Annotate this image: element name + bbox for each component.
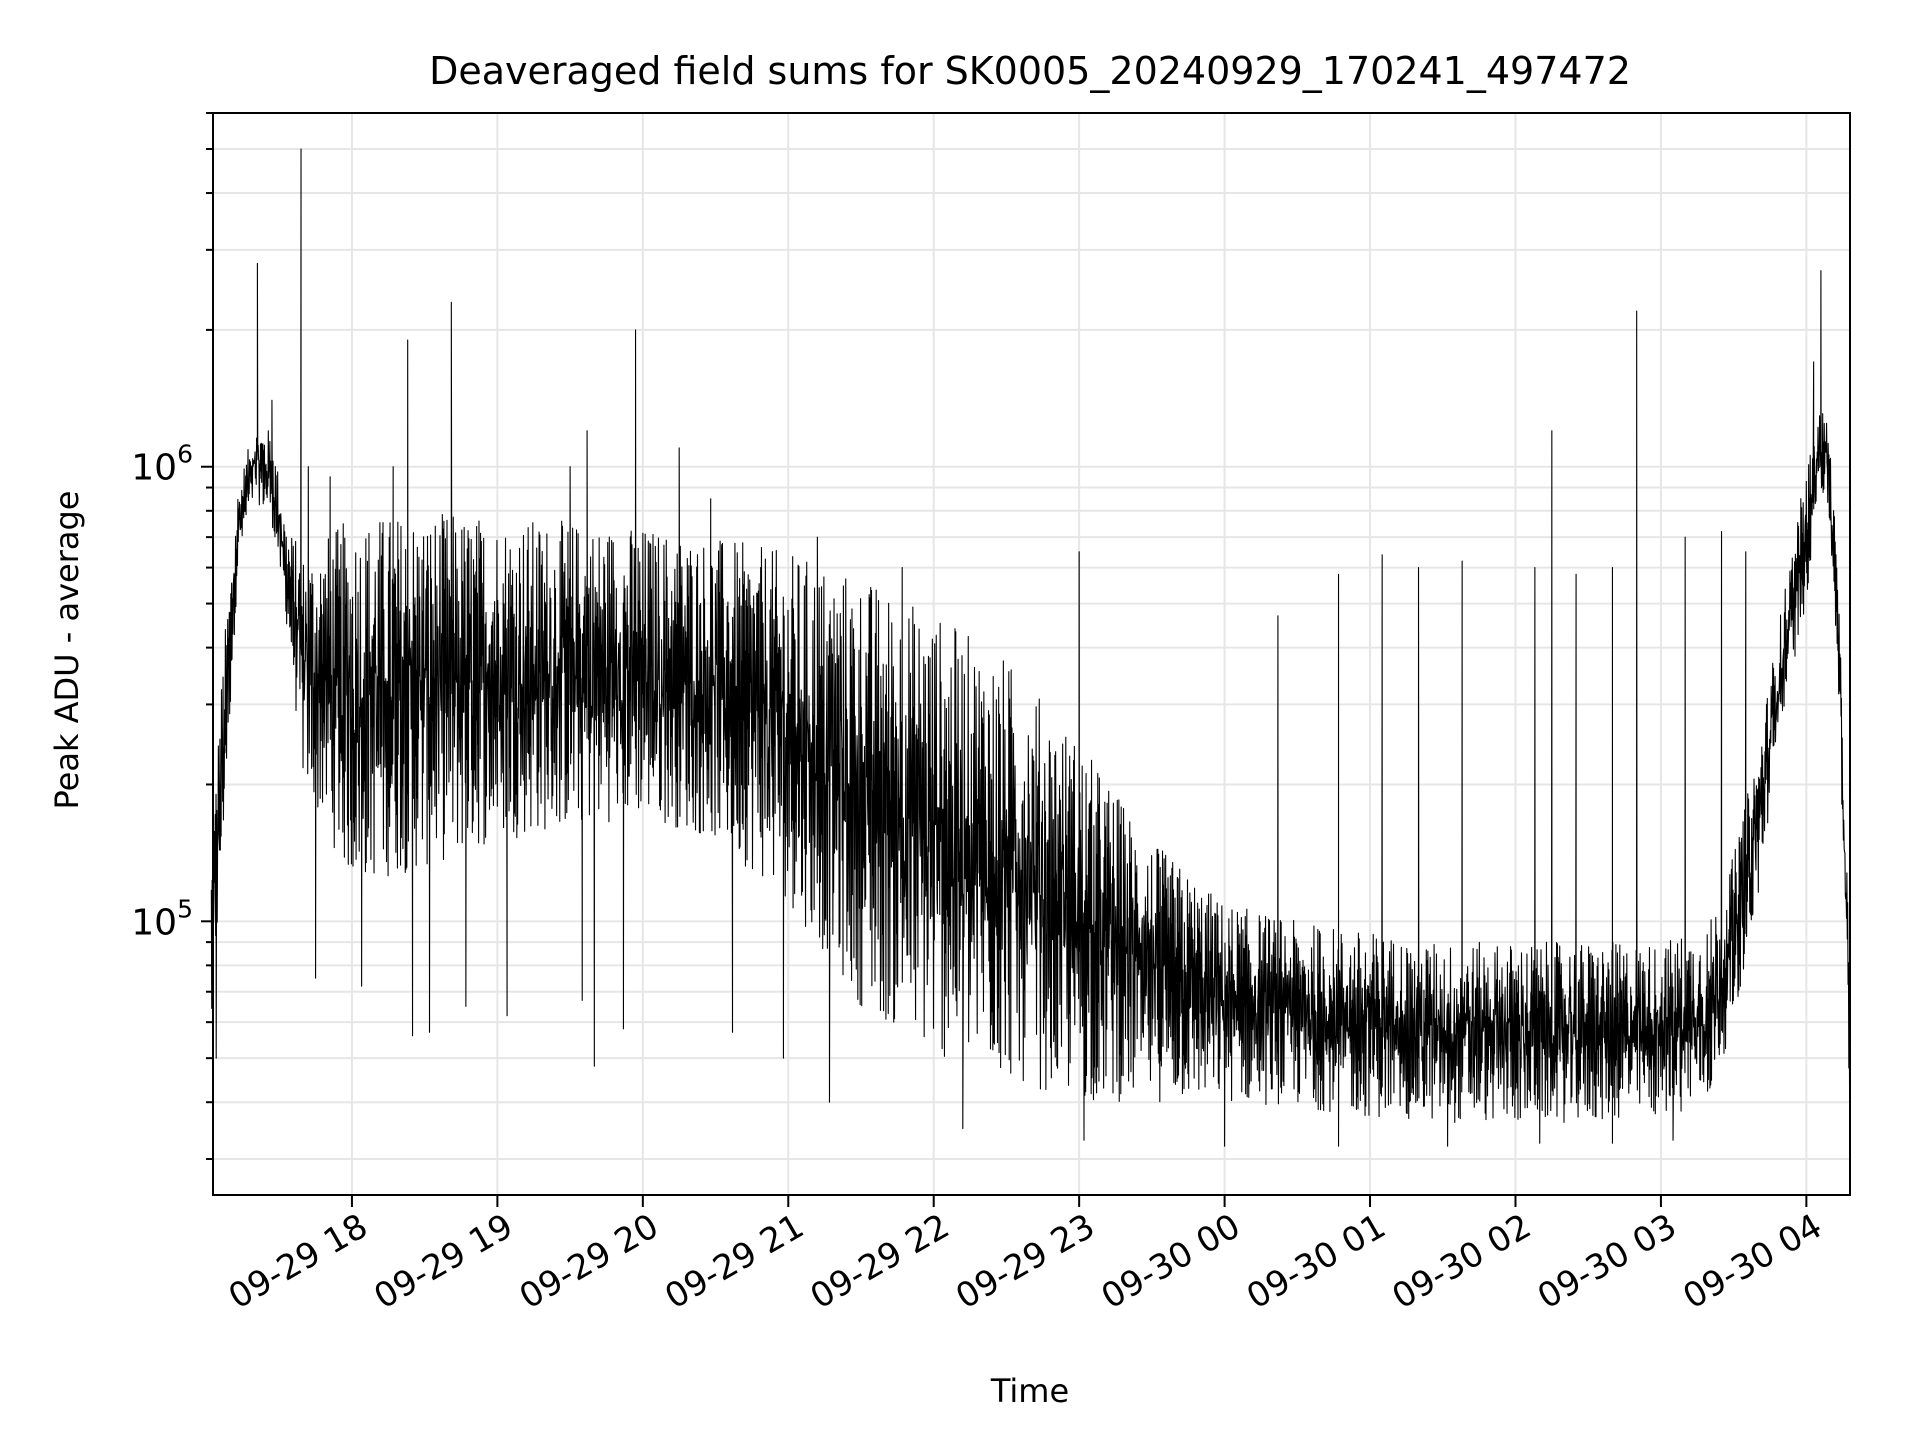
series-line (210, 148, 1851, 1147)
series-path (210, 148, 1851, 1147)
grid (213, 112, 1850, 1195)
chart-title: Deaveraged field sums for SK0005_2024092… (429, 49, 1631, 93)
plot-frame (212, 112, 1851, 1196)
y-axis-label: Peak ADU - average (48, 491, 86, 810)
x-axis-label: Time (990, 1372, 1069, 1410)
